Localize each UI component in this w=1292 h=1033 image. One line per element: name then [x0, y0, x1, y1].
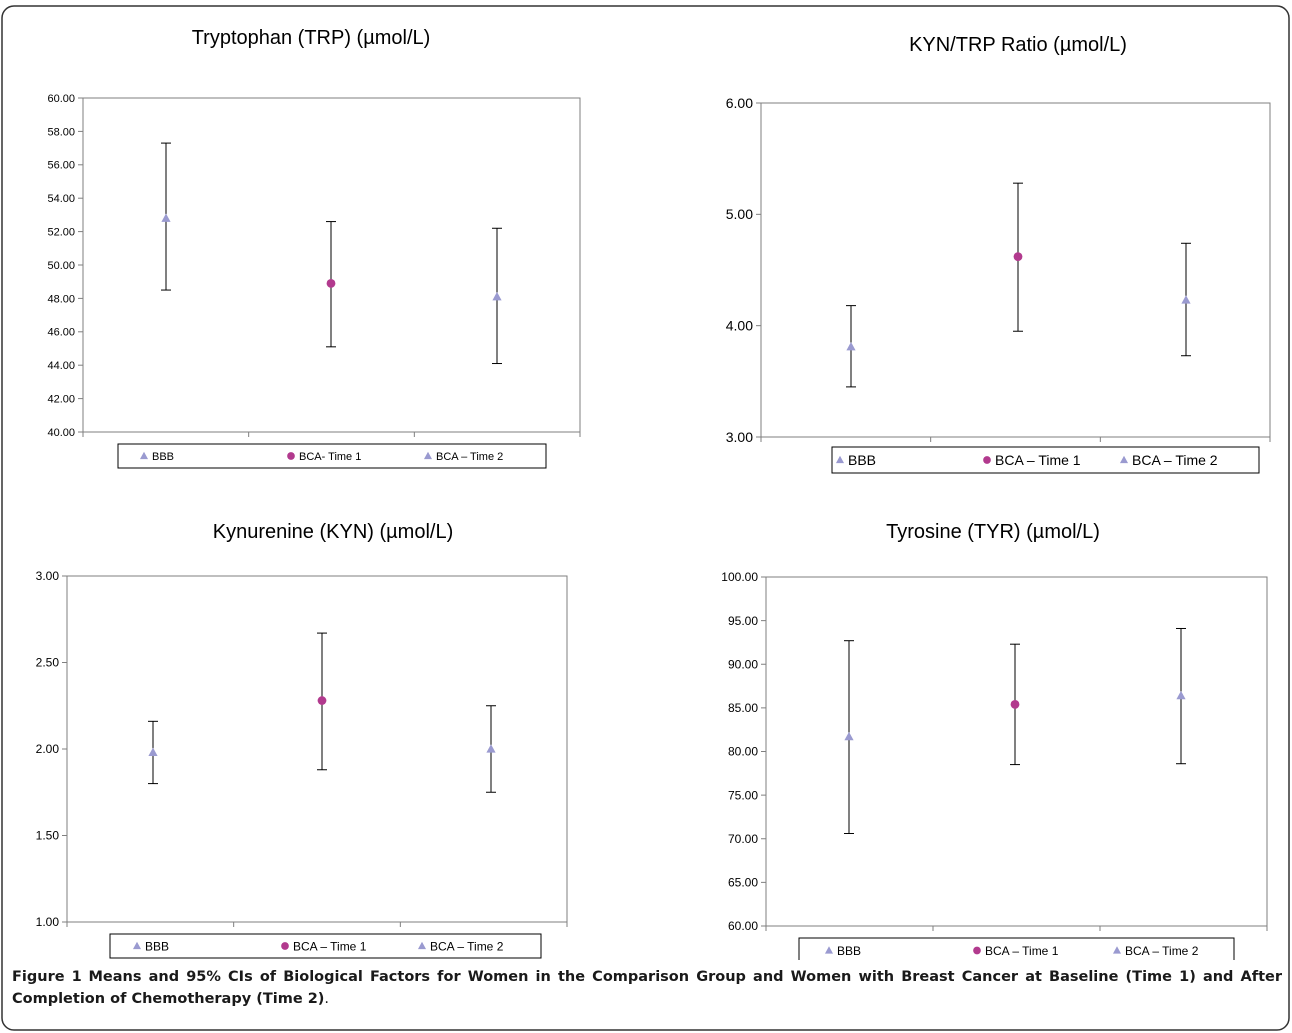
data-point: [1013, 252, 1023, 262]
legend-label: BCA- Time 1: [299, 451, 361, 463]
data-point: [844, 731, 854, 741]
y-tick-label: 58.00: [47, 126, 75, 138]
legend-marker: [824, 946, 834, 954]
figure-caption: Figure 1 Means and 95% CIs of Biological…: [12, 966, 1282, 1010]
legend-label: BCA – Time 2: [430, 939, 504, 953]
y-tick-label: 46.00: [47, 327, 75, 339]
y-tick-label: 100.00: [721, 570, 758, 584]
legend-label: BCA – Time 1: [985, 944, 1059, 958]
legend-marker: [973, 946, 981, 955]
panel-2: KYN/TRP Ratio (µmol/L) 3.00 4.00 5.00 6.00 BB…: [726, 34, 1271, 474]
y-tick-label: 70.00: [728, 832, 758, 846]
legend-label: BCA – Time 2: [436, 451, 503, 463]
y-tick-label: 1.50: [36, 829, 60, 843]
chart-title: Tyrosine (TYR) (µmol/L): [886, 521, 1100, 543]
legend: [109, 933, 542, 959]
y-tick-label: 50.00: [47, 260, 75, 272]
legend-marker: [139, 451, 149, 460]
data-point: [846, 342, 856, 351]
legend-marker: [1112, 946, 1122, 954]
legend-marker: [417, 941, 427, 950]
y-tick-label: 75.00: [728, 788, 758, 802]
plot-area: [760, 102, 1271, 438]
data-point: [486, 744, 496, 753]
legend-label: BCA – Time 1: [995, 452, 1081, 468]
panel-3: Kynurenine (KYN) (µmol/L) 1.00 1.50 2.00 2.5…: [36, 521, 568, 959]
y-tick-label: 42.00: [47, 393, 75, 405]
data-point: [1176, 690, 1186, 700]
plot-area: [765, 576, 1268, 927]
y-tick-label: 2.00: [36, 742, 60, 756]
y-tick-label: 90.00: [728, 657, 758, 671]
y-tick-label: 95.00: [728, 614, 758, 628]
figure-panels: Tryptophan (TRP) (µmol/L) 40.00 42.00 44.00…: [36, 27, 1271, 960]
y-tick-label: 65.00: [728, 876, 758, 890]
legend-marker: [423, 451, 433, 460]
legend-label: BBB: [145, 939, 169, 953]
legend-label: BBB: [837, 944, 861, 958]
chart-title: Tryptophan (TRP) (µmol/L): [192, 27, 431, 49]
legend-label: BCA – Time 2: [1132, 452, 1218, 468]
panel-4: Tyrosine (TYR) (µmol/L) 60.00 65.00 70.00 75…: [721, 521, 1268, 960]
y-tick-label: 60.00: [47, 93, 75, 105]
data-point: [1181, 295, 1191, 304]
y-tick-label: 5.00: [726, 206, 753, 222]
data-point: [148, 747, 158, 757]
legend-label: BBB: [848, 452, 876, 468]
data-point: [326, 278, 336, 288]
legend-marker: [287, 452, 295, 460]
data-point: [1010, 699, 1020, 709]
legend-marker: [281, 942, 289, 950]
chart-title: KYN/TRP Ratio (µmol/L): [909, 34, 1127, 56]
data-point: [492, 291, 502, 301]
y-tick-label: 54.00: [47, 193, 75, 205]
y-tick-label: 48.00: [47, 293, 75, 305]
y-tick-label: 6.00: [726, 95, 753, 111]
legend-label: BCA – Time 1: [293, 939, 367, 953]
caption-title: Means and 95% CIs of Biological Factors …: [12, 969, 1282, 1007]
caption-end: .: [324, 991, 330, 1007]
legend: [117, 443, 547, 469]
y-tick-label: 60.00: [728, 919, 758, 933]
legend-marker: [132, 941, 142, 950]
legend-marker: [983, 456, 991, 464]
legend-marker: [835, 455, 845, 464]
data-point: [161, 213, 171, 222]
legend: [831, 446, 1260, 474]
y-tick-label: 85.00: [728, 701, 758, 715]
chart-title: Kynurenine (KYN) (µmol/L): [213, 521, 454, 543]
y-tick-label: 80.00: [728, 745, 758, 759]
y-tick-label: 3.00: [726, 429, 753, 445]
legend-label: BCA – Time 2: [1125, 944, 1199, 958]
y-tick-label: 40.00: [47, 427, 75, 439]
data-point: [317, 696, 327, 705]
y-tick-label: 2.50: [36, 656, 60, 670]
y-tick-label: 52.00: [47, 226, 75, 238]
panel-1: Tryptophan (TRP) (µmol/L) 40.00 42.00 44.00…: [47, 27, 581, 469]
y-tick-label: 44.00: [47, 360, 75, 372]
legend: [798, 937, 1235, 960]
y-tick-label: 3.00: [36, 569, 60, 583]
y-tick-label: 1.00: [36, 915, 60, 929]
legend-marker: [1119, 455, 1129, 464]
caption-label: Figure 1: [12, 969, 82, 985]
y-tick-label: 56.00: [47, 160, 75, 172]
y-tick-label: 4.00: [726, 318, 753, 334]
legend-label: BBB: [152, 451, 174, 463]
